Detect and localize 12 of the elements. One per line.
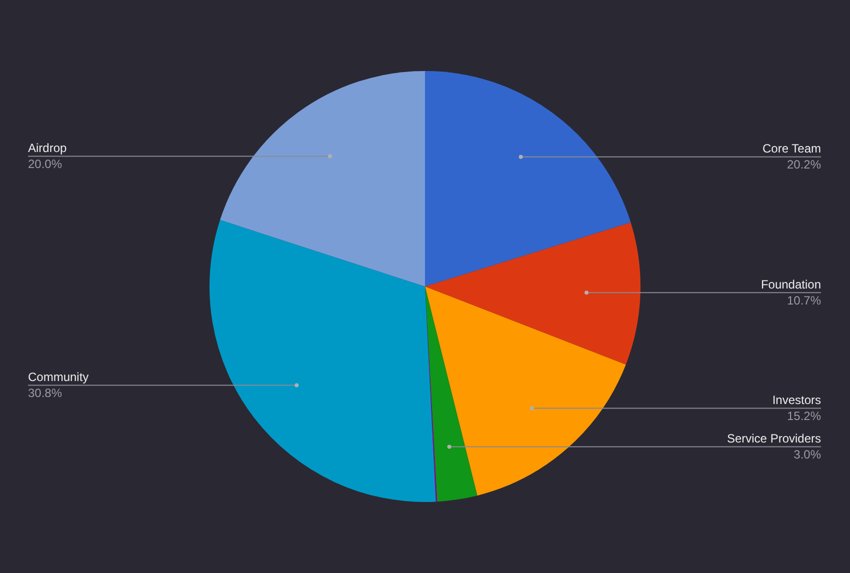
- data-label: 20.0%: [28, 157, 62, 172]
- slice-label: Community: [28, 370, 89, 384]
- data-label: 15.2%: [786, 409, 822, 424]
- slice-label: Service Providers: [726, 432, 821, 446]
- data-label: 30.8%: [28, 386, 62, 400]
- slice-label: Investors: [772, 393, 821, 408]
- slice-label: Core Team: [762, 142, 821, 156]
- slice-label: Airdrop: [28, 141, 68, 156]
- data-label: 20.2%: [786, 158, 822, 172]
- data-label: 3.0%: [794, 448, 822, 462]
- slice-label: Foundation: [760, 277, 821, 292]
- data-label: 10.7%: [786, 293, 822, 308]
